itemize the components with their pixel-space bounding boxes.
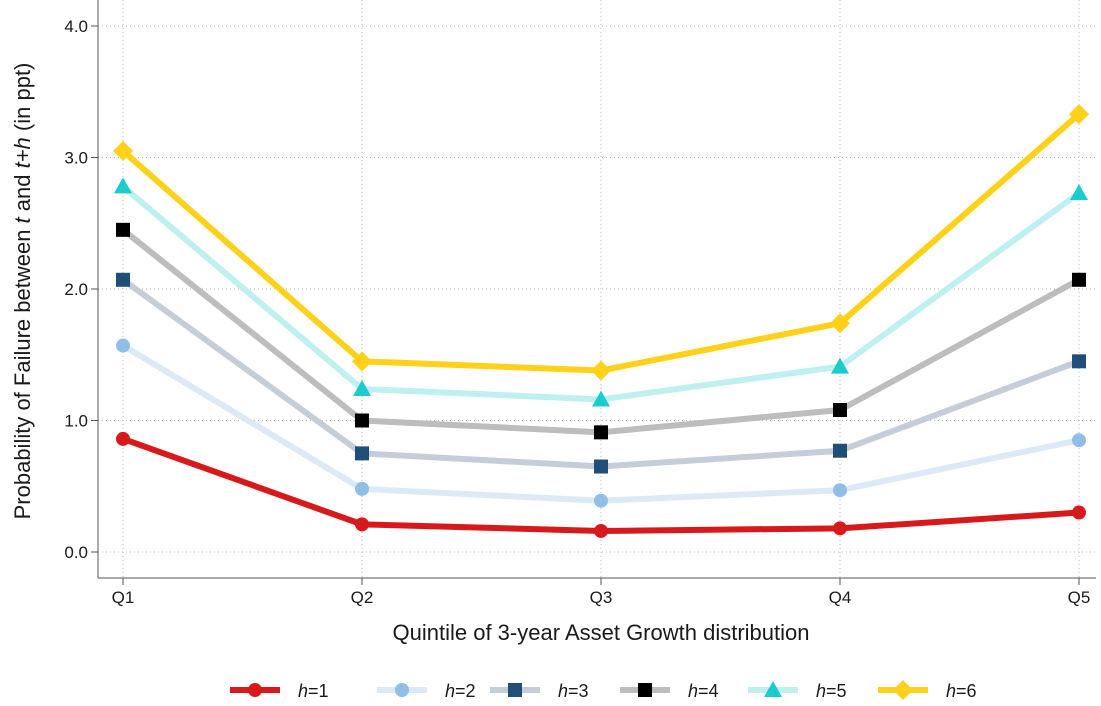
data-point-h2: [594, 493, 608, 508]
legend-marker: [508, 683, 522, 697]
y-tick-label: 0.0: [64, 543, 88, 562]
legend-marker: [638, 683, 652, 697]
data-point-h1: [116, 431, 130, 446]
legend-marker: [893, 680, 913, 700]
data-point-h4: [833, 402, 847, 417]
data-point-h1: [355, 517, 369, 532]
data-point-h5: [1070, 184, 1088, 201]
data-point-h4: [594, 425, 608, 440]
y-axis-title: Probability of Failure between t and t+h…: [10, 63, 35, 520]
x-tick-label: Q1: [112, 588, 135, 607]
legend: h=1 h=2 h=3 h=4 h=5 h=6: [230, 680, 977, 701]
data-point-h3: [1072, 354, 1086, 369]
y-tick-label: 4.0: [64, 17, 88, 36]
x-tick-label: Q2: [351, 588, 374, 607]
legend-label: h=4: [688, 681, 719, 701]
data-point-h6: [352, 351, 372, 372]
data-point-h3: [833, 443, 847, 458]
legend-marker: [395, 683, 409, 697]
data-point-h4: [1072, 272, 1086, 287]
data-point-h5: [353, 379, 371, 396]
legend-item-h1: h=1: [230, 681, 329, 701]
data-point-h3: [355, 446, 369, 461]
data-point-h1: [594, 523, 608, 538]
y-tick-label: 1.0: [64, 412, 88, 431]
data-point-h5: [592, 390, 610, 407]
legend-marker: [248, 683, 262, 697]
legend-item-h3: h=3: [490, 681, 589, 701]
legend-item-h2: h=2: [377, 681, 476, 701]
data-point-h1: [1072, 505, 1086, 520]
data-point-h5: [114, 177, 132, 194]
legend-marker: [764, 681, 782, 697]
data-point-h2: [833, 483, 847, 498]
axes: 0.0 1.0 2.0 3.0 4.0 Q1 Q2 Q3 Q4 Q5: [64, 0, 1096, 607]
data-point-h6: [1069, 104, 1089, 125]
x-axis-title: Quintile of 3-year Asset Growth distribu…: [393, 620, 810, 645]
data-point-h4: [116, 222, 130, 237]
legend-label: h=5: [816, 681, 847, 701]
data-point-h6: [113, 140, 133, 161]
data-point-h2: [355, 481, 369, 496]
legend-label: h=2: [445, 681, 476, 701]
legend-item-h4: h=4: [620, 681, 719, 701]
x-tick-label: Q5: [1068, 588, 1091, 607]
x-tick-label: Q4: [829, 588, 852, 607]
legend-label: h=3: [558, 681, 589, 701]
data-point-h4: [355, 413, 369, 428]
legend-item-h5: h=5: [748, 681, 847, 701]
legend-label: h=6: [946, 681, 977, 701]
y-tick-label: 2.0: [64, 280, 88, 299]
y-tick-label: 3.0: [64, 149, 88, 168]
x-tick-label: Q3: [590, 588, 613, 607]
data-point-h1: [833, 521, 847, 536]
grid: [98, 0, 1096, 578]
data-point-h6: [591, 360, 611, 381]
series-markers: [113, 104, 1089, 538]
data-point-h5: [831, 357, 849, 374]
data-point-h2: [116, 338, 130, 353]
legend-item-h6: h=6: [878, 680, 977, 701]
legend-label: h=1: [298, 681, 329, 701]
data-point-h3: [594, 459, 608, 474]
data-point-h6: [830, 313, 850, 334]
data-point-h2: [1072, 433, 1086, 448]
data-point-h3: [116, 272, 130, 287]
